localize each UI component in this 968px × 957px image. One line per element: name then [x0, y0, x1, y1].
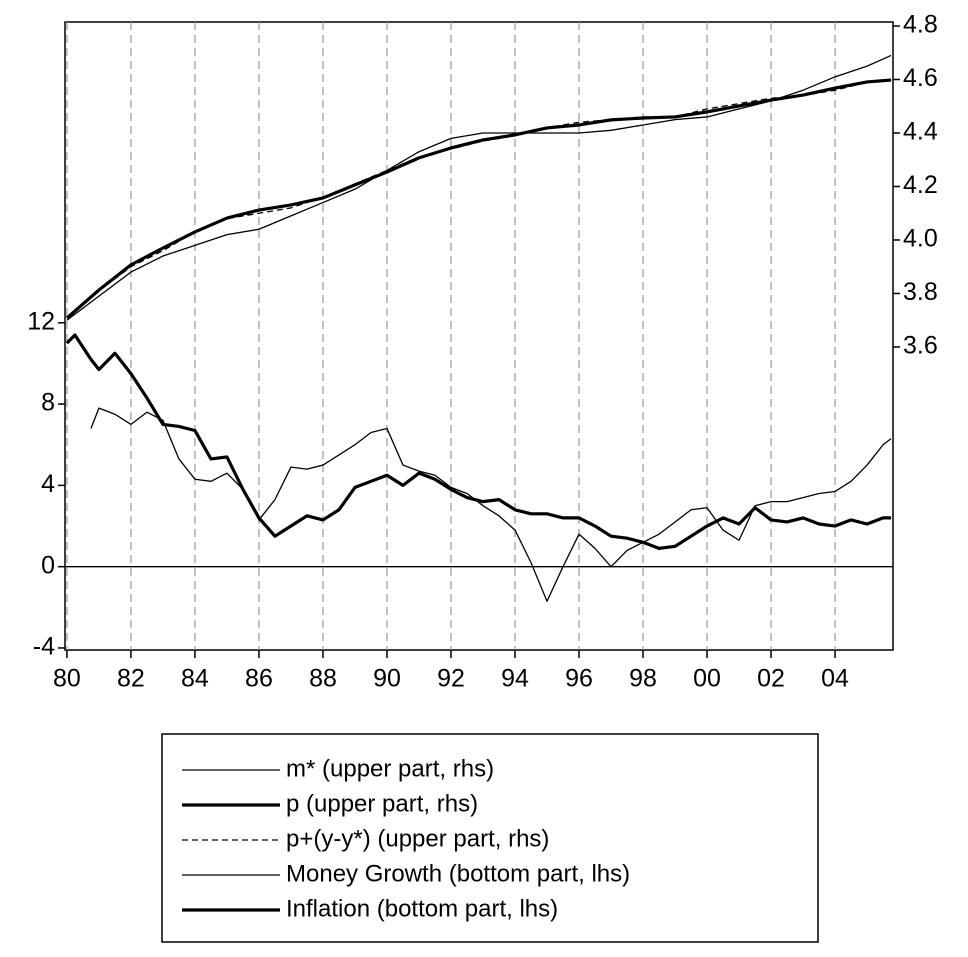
x-tick-label: 86 [245, 665, 273, 693]
legend-label: p (upper part, rhs) [286, 790, 478, 817]
x-tick-label: 92 [437, 665, 465, 693]
legend-label: m* (upper part, rhs) [286, 755, 494, 782]
x-tick-label: 04 [821, 665, 849, 693]
y2-tick-label: 4.0 [903, 225, 938, 253]
legend-label: Money Growth (bottom part, lhs) [286, 860, 630, 887]
x-tick-label: 96 [565, 665, 593, 693]
x-tick-label: 00 [693, 665, 721, 693]
x-tick-label: 98 [629, 665, 657, 693]
y-tick-label: -4 [33, 633, 55, 661]
series-line [65, 78, 892, 320]
y2-tick-label: 3.6 [903, 332, 938, 360]
y2-tick-label: 4.6 [903, 64, 938, 92]
x-tick-label: 82 [117, 665, 145, 693]
y-tick-label: 12 [27, 307, 55, 335]
series-line [65, 333, 892, 550]
x-tick-label: 02 [757, 665, 785, 693]
y2-tick-label: 4.8 [903, 11, 938, 39]
y2-tick-label: 3.8 [903, 278, 938, 306]
y-tick-label: 8 [41, 389, 55, 417]
plot-frame [64, 21, 894, 651]
x-tick-label: 90 [373, 665, 401, 693]
x-tick-label: 88 [309, 665, 337, 693]
legend-label: p+(y-y*) (upper part, rhs) [286, 825, 549, 852]
y2-tick-label: 4.4 [903, 118, 938, 146]
x-tick-label: 84 [181, 665, 209, 693]
y-tick-label: 0 [41, 551, 55, 579]
y2-tick-label: 4.2 [903, 171, 938, 199]
series-line [90, 407, 892, 602]
y-tick-label: 4 [41, 470, 55, 498]
x-tick-label: 80 [53, 665, 81, 693]
legend-box [161, 733, 819, 943]
legend-label: Inflation (bottom part, lhs) [286, 895, 558, 922]
x-tick-label: 94 [501, 665, 529, 693]
